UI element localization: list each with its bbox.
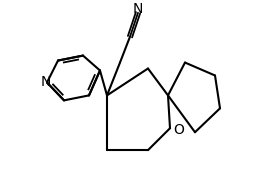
Text: N: N bbox=[41, 75, 51, 89]
Text: O: O bbox=[174, 123, 185, 137]
Text: N: N bbox=[133, 2, 143, 16]
